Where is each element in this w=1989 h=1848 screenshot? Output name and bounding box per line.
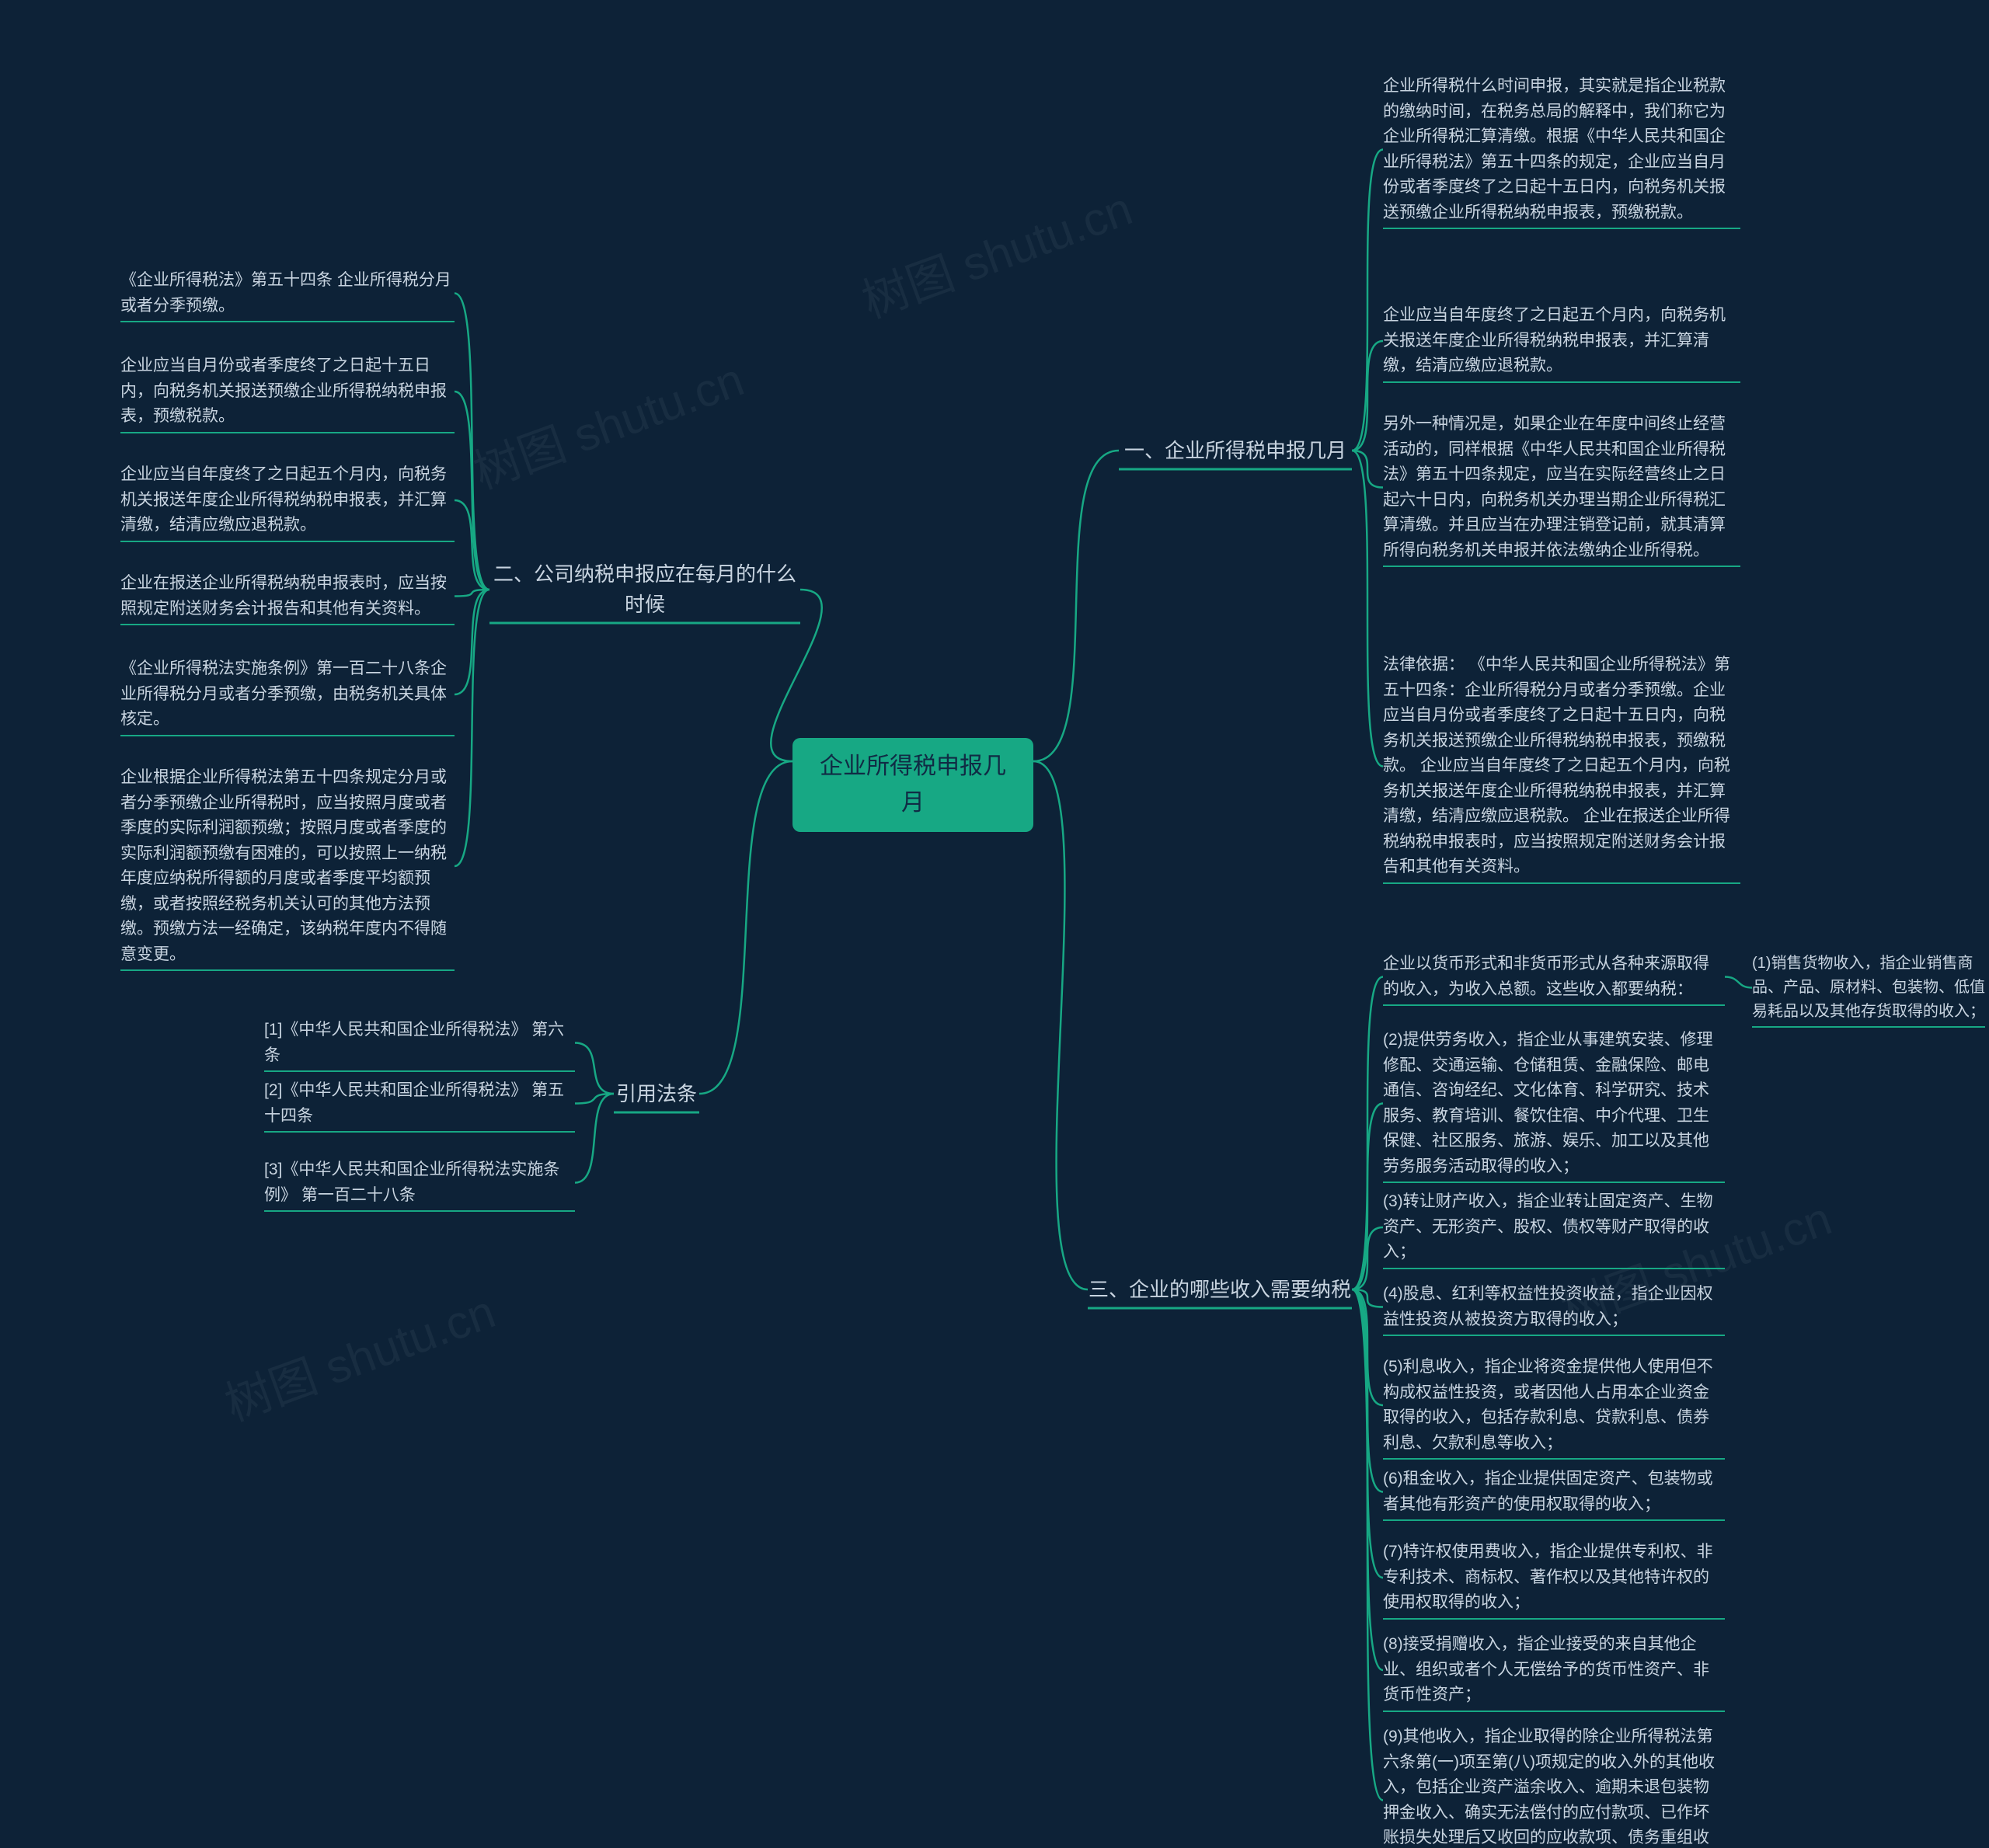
leaf-node[interactable]: (2)提供劳务收入，指企业从事建筑安装、修理修配、交通运输、仓储租赁、金融保险、…: [1383, 1028, 1725, 1179]
leaf-node[interactable]: (6)租金收入，指企业提供固定资产、包装物或者其他有形资产的使用权取得的收入；: [1383, 1467, 1725, 1517]
branch-4-label[interactable]: 引用法条: [614, 1078, 699, 1109]
center-label: 企业所得税申报几月: [820, 753, 1006, 816]
branch-text: 二、公司纳税申报应在每月的什么时候: [493, 562, 796, 616]
leaf-node[interactable]: 《企业所得税法实施条例》第一百二十八条企业所得税分月或者分季预缴，由税务机关具体…: [120, 656, 455, 733]
leaf-node[interactable]: (4)股息、红利等权益性投资收益，指企业因权益性投资从被投资方取得的收入；: [1383, 1282, 1725, 1332]
watermark: 树图 shutu.cn: [214, 1274, 503, 1434]
leaf-node[interactable]: 《企业所得税法》第五十四条 企业所得税分月或者分季预缴。: [120, 268, 455, 318]
leaf-node[interactable]: (3)转让财产收入，指企业转让固定资产、生物资产、无形资产、股权、债权等财产取得…: [1383, 1189, 1725, 1265]
leaf-node[interactable]: 企业根据企业所得税法第五十四条规定分月或者分季预缴企业所得税时，应当按照月度或者…: [120, 765, 455, 967]
leaf-node[interactable]: [3]《中华人民共和国企业所得税法实施条例》 第一百二十八条: [264, 1157, 575, 1208]
leaf-node[interactable]: (9)其他收入，指企业取得的除企业所得税法第六条第(一)项至第(八)项规定的收入…: [1383, 1724, 1725, 1848]
leaf-node[interactable]: (8)接受捐赠收入，指企业接受的来自其他企业、组织或者个人无偿给予的货币性资产、…: [1383, 1632, 1725, 1708]
leaf-node[interactable]: 另外一种情况是，如果企业在年度中间终止经营活动的，同样根据《中华人民共和国企业所…: [1383, 412, 1740, 563]
branch-1-label[interactable]: 一、企业所得税申报几月: [1119, 435, 1352, 466]
leaf-node[interactable]: 企业所得税什么时间申报，其实就是指企业税款的缴纳时间，在税务总局的解释中，我们称…: [1383, 74, 1740, 225]
branch-2-label[interactable]: 二、公司纳税申报应在每月的什么时候: [489, 559, 800, 620]
leaf-node[interactable]: (7)特许权使用费收入，指企业提供专利权、非专利技术、商标权、著作权以及其他特许…: [1383, 1540, 1725, 1616]
sub-leaf-node[interactable]: (1)销售货物收入，指企业销售商品、产品、原材料、包装物、低值易耗品以及其他存货…: [1752, 952, 1985, 1024]
branch-3-label[interactable]: 三、企业的哪些收入需要纳税: [1088, 1274, 1352, 1305]
watermark: 树图 shutu.cn: [852, 171, 1140, 331]
leaf-node[interactable]: (5)利息收入，指企业将资金提供他人使用但不构成权益性投资，或者因他人占用本企业…: [1383, 1355, 1725, 1456]
leaf-node[interactable]: [1]《中华人民共和国企业所得税法》 第六条: [264, 1018, 575, 1068]
watermark: 树图 shutu.cn: [463, 342, 751, 502]
leaf-node[interactable]: 企业在报送企业所得税纳税申报表时，应当按照规定附送财务会计报告和其他有关资料。: [120, 571, 455, 621]
leaf-node[interactable]: 企业应当自年度终了之日起五个月内，向税务机关报送年度企业所得税纳税申报表，并汇算…: [1383, 303, 1740, 379]
leaf-node[interactable]: 企业应当自月份或者季度终了之日起十五日内，向税务机关报送预缴企业所得税纳税申报表…: [120, 353, 455, 430]
leaf-node[interactable]: [2]《中华人民共和国企业所得税法》 第五十四条: [264, 1078, 575, 1129]
leaf-node[interactable]: 企业以货币形式和非货币形式从各种来源取得的收入，为收入总额。这些收入都要纳税：: [1383, 952, 1725, 1002]
branch-text: 三、企业的哪些收入需要纳税: [1089, 1278, 1351, 1301]
mindmap-canvas: 树图 shutu.cn 树图 shutu.cn 树图 shutu.cn 树图 s…: [0, 0, 1989, 1848]
branch-text: 一、企业所得税申报几月: [1124, 439, 1346, 462]
branch-text: 引用法条: [616, 1082, 697, 1105]
leaf-node[interactable]: 企业应当自年度终了之日起五个月内，向税务机关报送年度企业所得税纳税申报表，并汇算…: [120, 462, 455, 538]
leaf-node[interactable]: 法律依据： 《中华人民共和国企业所得税法》第五十四条：企业所得税分月或者分季预缴…: [1383, 653, 1740, 880]
center-topic[interactable]: 企业所得税申报几月: [792, 738, 1033, 832]
